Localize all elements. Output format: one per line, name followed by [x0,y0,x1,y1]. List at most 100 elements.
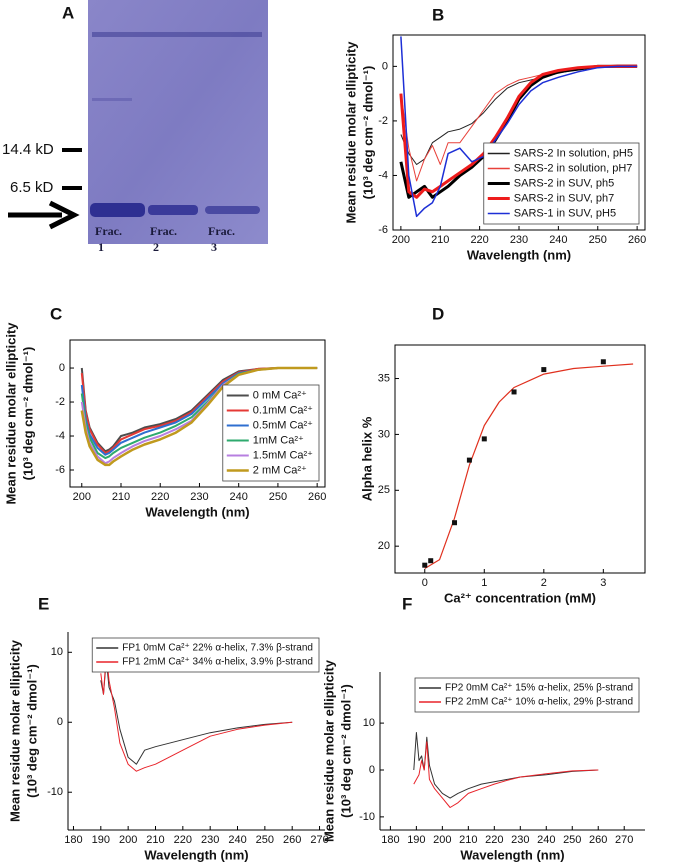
x-axis-label: Ca²⁺ concentration (mM) [444,590,596,605]
y-tick-label: 30 [378,428,390,440]
chart: D 0 1 2 3 20 25 30 35 Ca²⁺ concentration (mM) Alph… [359,304,646,605]
legend-label: FP1 0mM Ca²⁺ 22% α-helix, 7.3% β-strand [122,643,313,654]
panel-label: B [432,5,444,24]
y-axis-label: Mean residue molar ellipticity [321,659,336,842]
panel-label: C [50,304,62,323]
arrow [8,200,80,230]
chart: F 180 190 200 210 220 230 240 250 260 270 -10 0 10 Wav… [321,594,645,862]
chart: C 200 210 220 230 240 250 260 -6 -4 -2 0 Wavelength … [3,304,326,519]
x-tick-label: 200 [392,234,410,246]
x-tick-label: 200 [73,491,91,503]
x-tick-label: 270 [615,834,633,846]
legend-label: 0 mM Ca²⁺ [253,389,307,401]
y-tick-label: -4 [378,169,388,181]
marker-bar [62,148,82,152]
lane-label: Frac. [208,224,235,238]
legend-label: FP2 0mM Ca²⁺ 15% α-helix, 25% β-strand [445,683,633,694]
y-tick-label: -4 [55,430,65,442]
line [413,741,599,808]
x-tick-label: 250 [269,491,287,503]
x-tick-label: 260 [308,491,326,503]
x-tick-label: 3 [600,577,606,589]
x-tick-label: 190 [407,834,425,846]
panel-label: E [38,594,49,613]
line [424,363,634,570]
x-tick-label: 260 [283,834,301,846]
x-tick-label: 250 [256,834,274,846]
legend-label: SARS-2 in SUV, ph5 [514,177,614,189]
y-tick-label: -2 [55,396,65,408]
chart: B 200 210 220 230 240 250 260 -6 -4 -2 0 Wavelength … [343,5,646,262]
legend-label: 1mM Ca²⁺ [253,434,304,446]
line [413,732,599,799]
legend-label: 2 mM Ca²⁺ [253,464,307,476]
legend-label: 0.5mM Ca²⁺ [253,419,313,431]
y-axis-label: Mean residue molar ellipticity [343,41,358,224]
gel-panel: A 14.4 kD 6.5 kD Frac. 1 Frac. 2 Frac. 3 [2,0,268,254]
x-tick-label: 240 [230,491,248,503]
y-tick-label: 0 [382,60,388,72]
legend: 0 mM Ca²⁺ 0.1mM Ca²⁺ 0.5mM Ca²⁺ 1mM Ca²⁺ 1.5… [222,384,320,482]
y-tick-label: 10 [51,646,63,658]
x-tick-label: 240 [549,234,567,246]
legend-label: SARS-2 In solution, pH5 [514,147,633,159]
y-tick-label: -6 [55,464,65,476]
point [428,558,434,564]
y-axis-label: Mean residue molar ellipticity [7,639,22,822]
marker-label: 14.4 kD [2,141,54,158]
legend-label: 1.5mM Ca²⁺ [253,449,313,461]
x-tick-label: 250 [563,834,581,846]
x-tick-label: 230 [190,491,208,503]
y-tick-label: -10 [359,811,375,823]
x-tick-label: 210 [459,834,477,846]
x-tick-label: 1 [481,577,487,589]
line [80,366,318,467]
point [452,520,458,526]
x-tick-label: 220 [470,234,488,246]
plot-frame [394,344,646,574]
x-tick-label: 230 [201,834,219,846]
y-axis-label: Mean residue molar ellipticity [3,322,18,505]
y-tick-label: -2 [378,115,388,127]
gel-band [92,98,132,101]
legend-frame [222,384,320,482]
gel-band [205,206,260,214]
x-tick-label: 2 [541,577,547,589]
x-axis-label: Wavelength (nm) [144,847,248,862]
legend-label: FP2 2mM Ca²⁺ 10% α-helix, 29% β-strand [445,697,633,708]
legend-frame [91,637,320,673]
y-tick-label: -6 [378,224,388,236]
point [422,562,428,568]
chart: E 180 190 200 210 220 230 240 250 260 270 -10 0 10 Wav… [7,594,328,862]
x-tick-label: 180 [381,834,399,846]
x-tick-label: 200 [433,834,451,846]
x-tick-label: 180 [64,834,82,846]
x-tick-label: 210 [431,234,449,246]
legend-label: FP1 2mM Ca²⁺ 34% α-helix, 3.9% β-strand [122,657,313,668]
gel-band [148,205,198,215]
y-tick-label: 10 [363,717,375,729]
legend-label: 0.1mM Ca²⁺ [253,404,313,416]
x-tick-label: 0 [422,577,428,589]
lane-label: Frac. [95,224,122,238]
marker-label: 6.5 kD [10,179,54,196]
x-tick-label: 240 [537,834,555,846]
lane-label: 2 [153,240,159,254]
x-tick-label: 220 [174,834,192,846]
point [511,389,517,395]
point [541,367,547,373]
x-tick-label: 210 [112,491,130,503]
y-axis-label: (10³ deg cm⁻² dmol⁻¹) [360,66,375,200]
y-tick-label: -10 [47,786,63,798]
lane-label: Frac. [150,224,177,238]
y-tick-label: 0 [369,764,375,776]
x-tick-label: 260 [589,834,607,846]
x-tick-label: 240 [228,834,246,846]
y-axis-label: (10³ deg cm⁻² dmol⁻¹) [20,347,35,481]
gel-band [90,203,145,217]
legend: SARS-2 In solution, pH5 SARS-2 in solutio… [483,142,640,225]
x-tick-label: 200 [119,834,137,846]
lane-label: 3 [211,240,217,254]
lane-label: 1 [98,240,104,254]
legend: FP1 0mM Ca²⁺ 22% α-helix, 7.3% β-strand F… [91,637,320,673]
